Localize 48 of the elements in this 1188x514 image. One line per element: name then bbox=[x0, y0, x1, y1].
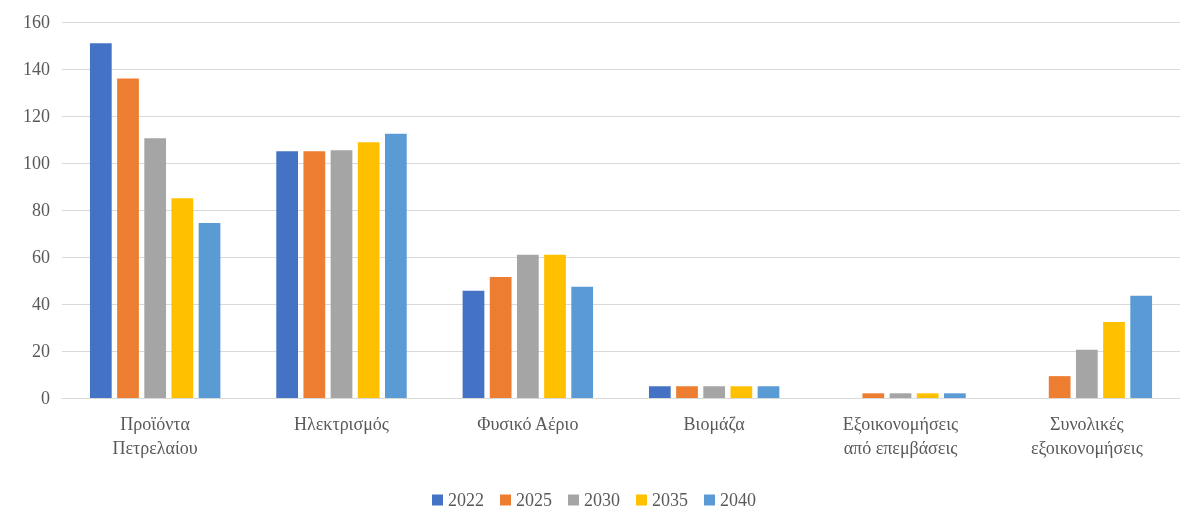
bar bbox=[889, 393, 912, 398]
bar bbox=[1103, 322, 1125, 398]
bar bbox=[330, 150, 353, 398]
legend-label: 2030 bbox=[584, 490, 620, 510]
legend-label: 2040 bbox=[720, 490, 756, 510]
y-tick-label: 40 bbox=[32, 294, 50, 314]
legend-label: 2022 bbox=[448, 490, 484, 510]
bar bbox=[544, 254, 566, 398]
x-tick-label: Ηλεκτρισμός bbox=[294, 414, 389, 434]
bar bbox=[303, 151, 326, 398]
x-tick-label: Προϊόντα Πετρελαίου bbox=[112, 414, 198, 458]
y-tick-label: 60 bbox=[32, 247, 50, 267]
bar bbox=[1048, 376, 1071, 398]
bar bbox=[276, 151, 299, 398]
y-tick-label: 80 bbox=[32, 200, 50, 220]
bar bbox=[462, 290, 485, 398]
y-tick-label: 120 bbox=[23, 106, 50, 126]
bar bbox=[703, 386, 726, 398]
bar bbox=[676, 386, 698, 398]
bar bbox=[144, 138, 167, 398]
y-tick-label: 20 bbox=[32, 341, 50, 361]
x-tick-label: Βιομάζα bbox=[683, 414, 746, 434]
y-tick-label: 0 bbox=[41, 388, 50, 408]
bar bbox=[357, 142, 380, 398]
bar bbox=[862, 393, 885, 398]
legend-label: 2025 bbox=[516, 490, 552, 510]
y-tick-label: 140 bbox=[23, 59, 50, 79]
bar bbox=[489, 276, 512, 398]
bar bbox=[89, 43, 112, 398]
bar bbox=[730, 386, 753, 398]
bar bbox=[171, 198, 194, 398]
bar bbox=[916, 393, 939, 398]
x-tick-label: Εξοικονομήσεις από επεμβάσεις bbox=[842, 414, 959, 458]
legend-label: 2035 bbox=[652, 490, 688, 510]
bar bbox=[757, 386, 780, 398]
bar bbox=[1130, 295, 1153, 398]
x-tick-label: Φυσικό Αέριο bbox=[477, 414, 579, 434]
bar bbox=[943, 393, 966, 398]
bar bbox=[516, 254, 539, 398]
bar bbox=[198, 222, 221, 398]
bar bbox=[1075, 349, 1098, 398]
y-tick-label: 160 bbox=[23, 12, 50, 32]
x-tick-label: Συνολικές εξοικονομήσεις bbox=[1030, 414, 1143, 458]
bar bbox=[384, 133, 407, 398]
bar bbox=[117, 78, 139, 398]
bar bbox=[648, 386, 671, 398]
bar bbox=[571, 286, 594, 398]
y-tick-label: 100 bbox=[23, 153, 50, 173]
